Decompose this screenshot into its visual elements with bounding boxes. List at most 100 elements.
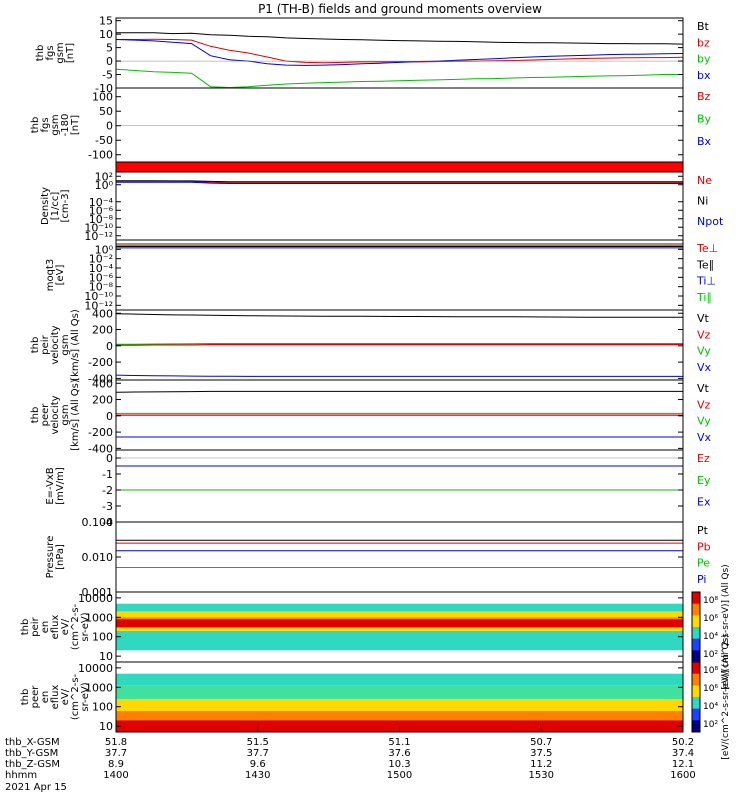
x-tick-value: 51.5 — [247, 737, 269, 748]
series-line-3 — [115, 374, 683, 377]
heatmap-band-1 — [116, 685, 683, 699]
legend-entry: Te∥ — [696, 258, 714, 271]
y-tick-label: 10⁻⁶ — [89, 204, 114, 217]
x-tick-value: 37.6 — [388, 748, 410, 759]
panel-frame — [115, 449, 684, 523]
heatmap-band-0 — [116, 673, 683, 686]
x-tick-value: 1430 — [245, 770, 270, 781]
series-line-1 — [116, 38, 684, 64]
y-axis-label-line: eV/ — [60, 688, 71, 705]
y-tick-label: 5 — [106, 42, 113, 55]
x-tick-value: 1530 — [529, 770, 554, 781]
chart-title: P1 (TH-B) fields and ground moments over… — [258, 2, 542, 16]
panel-6: -400 -200 0 200 400 thb peer velocity gsm [km/s] … — [30, 377, 712, 455]
y-tick-label: 1000 — [85, 611, 113, 624]
y-tick-label: 10⁻⁴ — [89, 262, 114, 275]
x-row-label: thb_X-GSM — [5, 737, 60, 748]
y-axis-label-line: [1/cc] — [50, 192, 61, 221]
y-axis-label-line: eV/ — [60, 618, 71, 635]
y-tick-label: 10⁻⁸ — [89, 213, 114, 226]
y-tick-label: 10⁰ — [95, 179, 114, 192]
colorbar-segment-4 — [692, 638, 700, 651]
y-axis-label-line: gsm — [60, 334, 71, 355]
y-tick-label: 0 — [106, 410, 113, 423]
colorbar-segment-2 — [692, 685, 700, 698]
panel-8: 0.001 0.010 0.100 Pressure [nPa] Pt Pb Pe Pi — [45, 516, 711, 599]
panel-7: -4 -3 -2 -1 0 E=-VxB [mV/m] Ez Ey Ex — [45, 449, 711, 529]
colorbar-tick-label: 10² — [703, 720, 718, 730]
y-tick-label: 10 — [99, 720, 113, 733]
legend-entry: Bx — [697, 135, 712, 148]
heatmap-band-1 — [116, 611, 683, 618]
x-tick-value: 9.6 — [250, 759, 266, 770]
y-axis-label-line: thb — [30, 117, 41, 134]
y-tick-label: 0 — [106, 55, 113, 68]
x-tick-value: 37.5 — [530, 748, 552, 759]
y-axis-label-line: [nPa] — [55, 544, 66, 570]
y-tick-label: -10 — [95, 82, 113, 95]
y-tick-label: 10⁰ — [95, 243, 114, 256]
legend-entry: Pe — [697, 557, 710, 570]
y-tick-label: -2 — [102, 484, 113, 497]
legend-entry: Ni — [697, 195, 708, 208]
x-tick-value: 51.8 — [105, 737, 127, 748]
y-axis-label-line: [km/s] (All Qs) — [70, 309, 81, 381]
x-tick-value: 1500 — [387, 770, 412, 781]
y-axis-label-line: thb — [20, 619, 31, 636]
legend-entry: Pt — [697, 524, 709, 537]
y-tick-label: 0 — [106, 340, 113, 353]
legend-entry: Vy — [697, 415, 711, 428]
legend-entry: Npot — [697, 215, 724, 228]
series-line-0 — [115, 390, 683, 393]
series-line-2 — [115, 343, 683, 345]
y-tick-label: 50 — [99, 105, 113, 118]
y-axis-label-line: peer — [40, 403, 51, 427]
y-axis-label-line: gsm — [50, 114, 61, 135]
y-tick-label: -5 — [102, 69, 113, 82]
y-axis-label-line: Pressure — [45, 536, 56, 579]
series-line-3 — [115, 39, 684, 66]
y-tick-label: 10 — [99, 650, 113, 663]
legend-entry: Vx — [697, 431, 712, 444]
y-axis-label-line: peir — [30, 616, 41, 636]
x-tick-value: 51.1 — [388, 737, 410, 748]
heatmap-band-0 — [116, 603, 683, 612]
series-line-0 — [115, 313, 683, 318]
y-tick-label: 0 — [106, 452, 113, 465]
series-line-1 — [116, 344, 683, 346]
y-axis-label-line: gsm — [60, 404, 71, 425]
colorbar-segment-0 — [692, 662, 700, 675]
y-axis-label-line: -180 — [60, 114, 71, 137]
legend-entry: Bz — [697, 90, 711, 103]
panel-9: 10⁸ 10⁶ 10⁴ 10² [eV/(cm^2-s-sr-eV)] (All Qs)… — [20, 564, 731, 689]
legend-entry: Ti⊥ — [696, 275, 716, 288]
x-tick-value: 10.3 — [388, 759, 410, 770]
x-row-label: 2021 Apr 15 — [5, 782, 67, 793]
y-axis-label-line: [km/s] (All Qs) — [70, 379, 81, 451]
y-axis-label-line: moqt3 — [45, 259, 56, 292]
legend-entry: Vz — [697, 398, 711, 411]
legend-entry: Vt — [697, 312, 710, 325]
y-tick-label: 10000 — [78, 662, 113, 675]
y-tick-label: -200 — [88, 426, 113, 439]
x-tick-value: 12.1 — [672, 759, 694, 770]
y-tick-label: 200 — [92, 324, 113, 337]
legend-entry: By — [697, 112, 712, 125]
legend-entry: Ez — [697, 452, 710, 465]
y-axis-label-line: thb — [20, 689, 31, 706]
y-axis-label-line: [nT] — [65, 43, 76, 63]
y-axis-label-line: en — [40, 621, 51, 634]
legend-entry: Ti∥ — [696, 291, 712, 304]
y-tick-label: 200 — [92, 394, 113, 407]
y-axis-label-line: thb — [30, 407, 41, 424]
series-line-0 — [116, 180, 683, 184]
y-tick-label: 0.100 — [82, 516, 114, 529]
legend-entry: by — [697, 53, 711, 66]
y-axis-label-line: fgs — [40, 117, 51, 132]
y-tick-label: 100 — [92, 631, 113, 644]
y-tick-label: -400 — [88, 442, 113, 455]
